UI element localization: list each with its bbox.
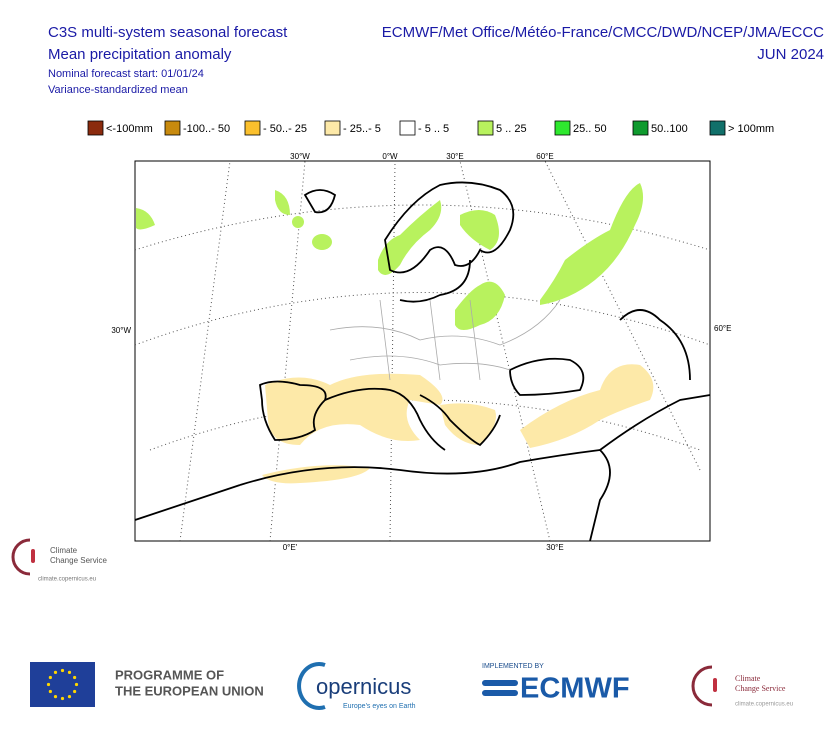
legend-swatch [164, 120, 181, 136]
logo-text: Climate [50, 546, 78, 555]
legend-label: 50..100 [651, 123, 688, 135]
footer: PROGRAMME OF THE EUROPEAN UNION opernicu… [30, 662, 793, 710]
legend-swatch [554, 120, 571, 136]
legend-label: - 5 .. 5 [418, 123, 449, 135]
eu-star [60, 696, 65, 701]
c3s-logo-small: Climate Change Service climate.copernicu… [11, 538, 107, 583]
legend-label: -100..- 50 [183, 123, 230, 135]
legend-swatch [709, 120, 726, 136]
anomaly-wet [136, 183, 644, 330]
coastlines [134, 181, 711, 542]
bottom-label: 0°E' [283, 543, 298, 552]
legend-label: - 50..- 25 [263, 123, 307, 135]
eu-text: PROGRAMME OF [115, 667, 224, 682]
eu-star [67, 695, 72, 699]
c3s-url: climate.copernicus.eu [735, 702, 793, 708]
method: Variance-standardized mean [48, 84, 188, 96]
copernicus-c [297, 662, 326, 710]
subtitle: Mean precipitation anomaly [48, 46, 232, 63]
legend-swatch [324, 120, 341, 136]
legend-label: 25.. 50 [573, 123, 607, 135]
legend-swatch [87, 120, 104, 136]
ecmwf-icon [482, 680, 518, 696]
copernicus-tag: Europe's eyes on Earth [343, 703, 416, 710]
legend-label: > 100mm [728, 123, 774, 135]
map-labels: 30°W 0°W 30°E 60°E 30°W 60°E 0°E' 30°E [111, 152, 731, 552]
map: 30°W 0°W 30°E 60°E 30°W 60°E 0°E' 30°E [111, 152, 731, 552]
c3s-text: Climate [735, 674, 761, 683]
eu-star [48, 689, 52, 694]
logo-text: Change Service [50, 556, 107, 565]
start-date: Nominal forecast start: 01/01/24 [48, 68, 204, 80]
c3s-text: Change Service [735, 684, 786, 693]
eu-star [74, 682, 79, 687]
top-label: 60°E [536, 152, 553, 161]
eu-star [60, 668, 65, 673]
period: JUN 2024 [757, 46, 824, 63]
eu-text: THE EUROPEAN UNION [115, 683, 264, 698]
implemented-by: IMPLEMENTED BY [482, 663, 544, 670]
legend-swatch [632, 120, 649, 136]
legend-swatch [399, 120, 416, 136]
title: C3S multi-system seasonal forecast [48, 24, 288, 41]
centres: ECMWF/Met Office/Météo-France/CMCC/DWD/N… [382, 24, 824, 41]
eu-star [67, 670, 72, 674]
top-label: 30°W [290, 152, 310, 161]
eu-star [53, 670, 58, 674]
ecmwf-wordmark: ECMWF [520, 673, 630, 705]
borders [329, 299, 561, 381]
bottom-label: 30°E [546, 543, 563, 552]
legend-swatch [477, 120, 494, 136]
logo-url: climate.copernicus.eu [38, 577, 96, 583]
eu-stars [46, 668, 79, 701]
anomaly-dry [262, 364, 654, 484]
eu-star [48, 675, 52, 680]
copernicus-wordmark: opernicus [316, 674, 411, 699]
legend-label: <-100mm [106, 123, 153, 135]
top-label: 30°E [446, 152, 463, 161]
eu-star [73, 689, 77, 694]
eu-flag [30, 662, 95, 707]
legend-label: 5 .. 25 [496, 123, 527, 135]
eu-star [53, 695, 58, 699]
eu-star [46, 682, 51, 687]
legend: <-100mm -100..- 50 - 50..- 25 - 25..- 5 - 5 … [87, 120, 774, 136]
eu-star [73, 675, 77, 680]
right-label: 60°E [714, 324, 731, 333]
top-label: 0°W [382, 152, 398, 161]
legend-label: - 25..- 5 [343, 123, 381, 135]
left-label: 30°W [111, 326, 131, 335]
legend-swatch [244, 120, 261, 136]
